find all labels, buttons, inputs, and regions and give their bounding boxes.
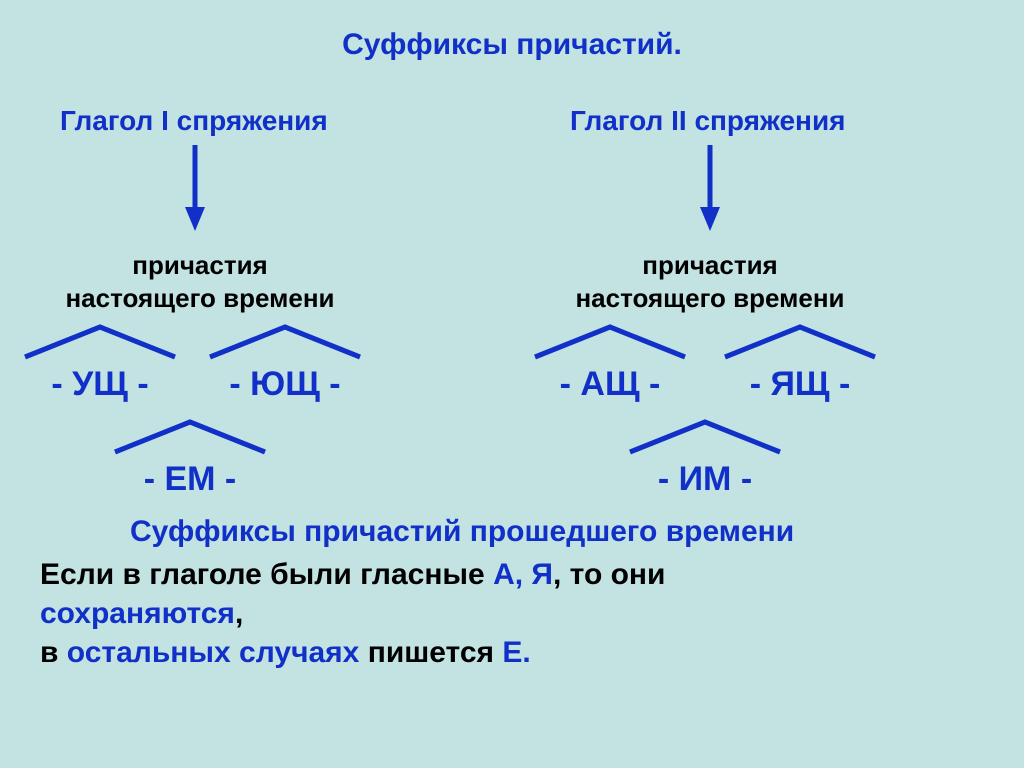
left-suffix-2: - ЮЩ - — [205, 365, 365, 404]
slide: Суффиксы причастий. Глагол I спряжения Г… — [0, 0, 1024, 768]
right-suffix-2: - ЯЩ - — [720, 365, 880, 404]
left-sub1: причастия — [60, 250, 340, 281]
right-suffix-1: - АЩ - — [530, 365, 690, 404]
roof-icon — [530, 322, 690, 362]
line3-d: Е. — [502, 636, 530, 669]
right-heading: Глагол II спряжения — [570, 105, 846, 137]
left-sub2: настоящего времени — [40, 283, 360, 314]
line3-a: в — [40, 636, 67, 669]
roof-icon — [110, 417, 270, 457]
explanation-text: Если в глаголе были гласные А, Я, то они… — [40, 555, 984, 672]
arrow-down-icon — [690, 145, 730, 235]
line3-b: остальных случаях — [67, 636, 360, 669]
left-leaf-suffix: - ЕМ - — [110, 460, 270, 499]
line1-a: Если в глаголе были гласные — [40, 558, 493, 591]
line1-c: , то они — [553, 558, 666, 591]
right-sub2: настоящего времени — [550, 283, 870, 314]
roof-icon — [625, 417, 785, 457]
roof-icon — [20, 322, 180, 362]
roof-icon — [205, 322, 365, 362]
line1-b: А, Я — [493, 558, 553, 591]
right-sub1: причастия — [570, 250, 850, 281]
line2-tail: , — [235, 597, 243, 630]
arrow-down-icon — [175, 145, 215, 235]
left-suffix-1: - УЩ - — [20, 365, 180, 404]
past-title: Суффиксы причастий прошедшего времени — [130, 515, 794, 549]
right-leaf-suffix: - ИМ - — [625, 460, 785, 499]
line3-c: пишется — [359, 636, 502, 669]
line2: сохраняются — [40, 597, 235, 630]
roof-icon — [720, 322, 880, 362]
left-heading: Глагол I спряжения — [60, 105, 328, 137]
main-title: Суффиксы причастий. — [0, 28, 1024, 62]
